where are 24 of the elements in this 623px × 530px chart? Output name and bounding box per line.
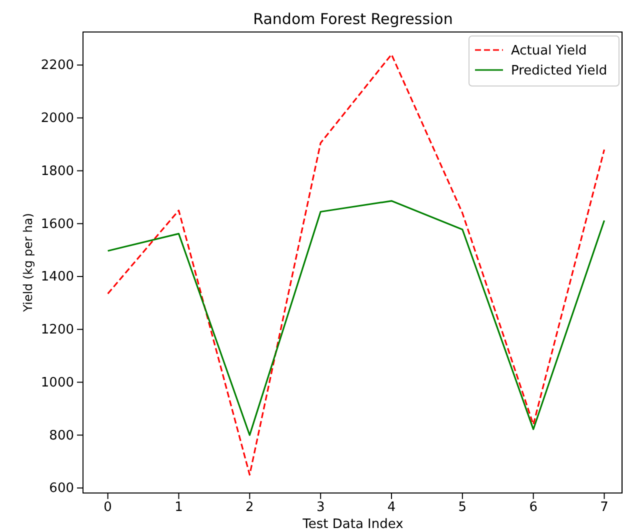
y-tick-label: 800 [49, 428, 74, 444]
x-tick-label: 0 [104, 500, 112, 516]
x-tick-label: 5 [458, 500, 467, 516]
y-tick-label: 2000 [40, 111, 74, 126]
x-axis-title: Test Data Index [302, 517, 404, 530]
y-tick-label: 1600 [40, 216, 74, 232]
y-tick-label: 1400 [40, 270, 74, 285]
x-tick-label: 3 [316, 500, 325, 516]
y-tick-label: 2200 [40, 58, 74, 74]
chart-title: Random Forest Regression [253, 10, 453, 28]
y-tick-label: 1000 [40, 375, 74, 390]
x-tick-label: 6 [529, 500, 538, 516]
legend-label: Actual Yield [511, 44, 587, 58]
x-tick-label: 2 [246, 500, 254, 516]
y-tick-label: 1200 [40, 322, 74, 338]
y-tick-label: 1800 [40, 164, 74, 179]
y-tick-label: 600 [49, 481, 74, 496]
x-tick-label: 4 [387, 500, 396, 516]
y-axis-title: Yield (kg per ha) [21, 213, 35, 313]
x-tick-label: 7 [600, 500, 608, 516]
line-series [107, 54, 606, 476]
x-tick-label: 1 [174, 500, 183, 516]
line-series [107, 200, 606, 436]
legend-label: Predicted Yield [511, 64, 608, 78]
